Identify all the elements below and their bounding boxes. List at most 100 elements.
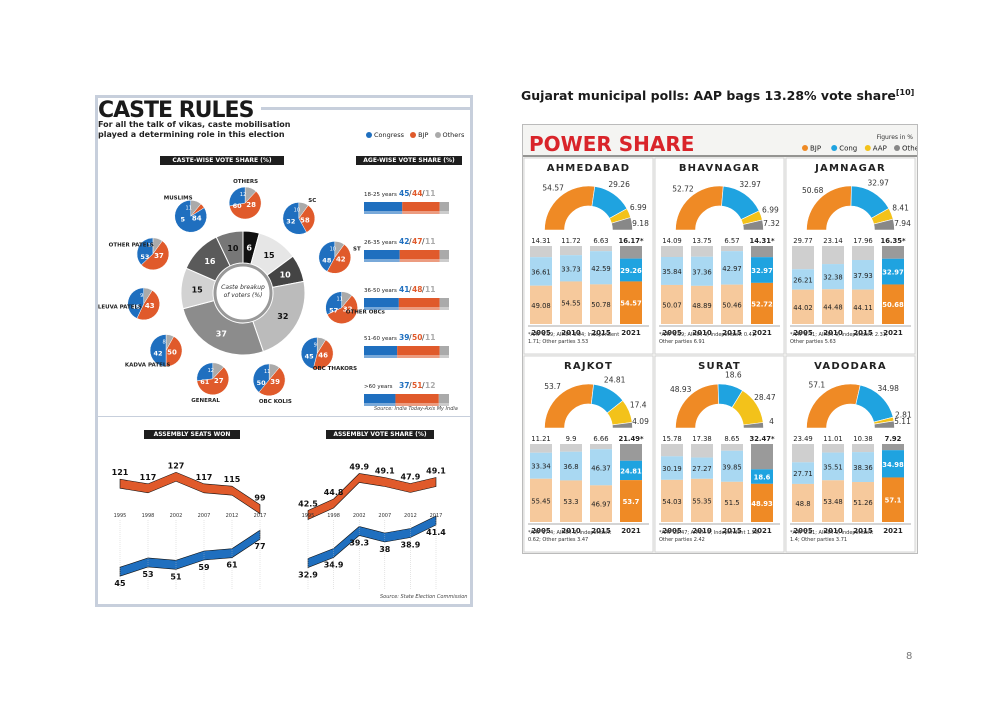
bar-value: 32.97 [751,267,773,275]
caste-congress-value: 39 [270,378,280,386]
bar-segment [751,246,773,258]
legend-bjp: BJP [410,131,428,139]
age-sep: / [422,333,425,342]
age-sep: / [409,381,412,390]
bar-segment [530,285,552,324]
age-bar-segment [439,202,449,211]
age-others-value: 11 [425,237,435,246]
bar-segment [822,264,844,290]
bar-value: 23.14 [823,237,842,245]
bar-segment [620,480,642,522]
legend-congress: Congress [366,131,404,139]
seats-chart-congress-value: 51 [170,572,182,581]
bar-segment [590,449,612,486]
bar-segment [691,478,713,522]
bar-value: 44.02 [793,304,812,312]
caste-name: ST [353,247,361,253]
caste-pie-slice [298,205,316,233]
caste-name: OTHERS [233,179,258,185]
vote-chart-bjp-band [307,473,437,520]
page-number: 8 [906,651,913,662]
bar-value: 36.8 [563,463,578,471]
age-label: 36-50 years [364,288,397,294]
bar-segment [691,256,713,286]
arc-segment [611,422,633,429]
caste-pie-3: 42 48 10 ST [318,241,361,274]
bar-value: 30.19 [662,465,681,473]
city-note: Other parties 5.63 [790,339,836,345]
caste-bjp-value: 61 [200,378,210,386]
vote-chart-congress-value: 38 [379,545,391,554]
bar-value: 48.93 [751,500,773,508]
bar-value: 48.89 [692,302,711,310]
bar-segment [751,257,773,283]
seats-chart-bjp-band [119,471,261,515]
bar-year: 2015 [591,329,611,337]
seats-won-header: ASSEMBLY SEATS WON [144,430,240,439]
caste-others-value: 8 [162,339,165,345]
bar-value: 11.01 [823,435,842,443]
arc-value: 6.99 [630,203,647,212]
age-bar-segment [438,394,449,403]
age-bjp-value: 44 [412,189,422,198]
year-label: 2012 [404,513,417,519]
bar-value: 34.98 [882,461,904,469]
age-bar-segment [364,346,398,355]
caste-pie-slice [228,186,246,207]
bar-segment [661,246,683,257]
city-note: Other parties 6.91 [659,339,705,345]
bar-segment [691,457,713,479]
bar-segment [792,246,814,270]
bar-segment [590,246,612,252]
bar-year: 2015 [722,329,742,337]
age-bar-segment [364,202,403,211]
age-bar-shadow [439,211,449,214]
bar-segment [661,444,683,457]
bar-value: 51.5 [724,499,739,507]
age-others-value: 11 [425,189,435,198]
caste-pie-8: 50 42 8 KADVA PATELS [125,334,183,369]
power-share-legend: BJP Cong AAP Others [523,145,917,157]
heading-reference[interactable]: [10] [895,88,915,97]
age-bar-shadow [398,307,440,310]
caste-congress-value: 37 [154,252,164,260]
caste-bjp-value: 53 [140,253,149,261]
bar-segment [822,444,844,453]
legend-label: Cong [839,145,857,153]
bar-value: 50.68 [882,301,904,309]
arc-value: 8.41 [892,204,909,213]
bar-year: 2005 [793,329,813,337]
bar-year: 2010 [561,329,581,337]
bar-segment [560,444,582,452]
caste-breakup-donut: 6 15 10 32 37 15 16 10 [180,230,306,356]
caste-pie-slice [258,367,286,397]
year-label: 2007 [198,513,211,519]
bar-year: 2021 [752,329,772,337]
age-bar-shadow [364,211,403,214]
bar-segment [882,258,904,285]
bar-segment [530,257,552,286]
age-bar-segment [395,394,439,403]
caste-pie-slice [312,339,334,370]
seats-chart-congress-value: 61 [226,561,238,570]
arc-value: 4 [769,417,774,426]
age-bar-shadow [364,403,396,406]
age-bar-segment [402,202,440,211]
arc-value: 53.7 [544,382,561,391]
bar-year: 2005 [531,329,551,337]
caste-bjp-value: 48 [322,256,332,264]
bjp-dot-icon [410,132,417,138]
city-name: JAMNAGAR [814,163,886,174]
bar-value: 39.85 [722,463,741,471]
caste-pie-slice [196,366,230,396]
city-name: BHAVNAGAR [679,163,760,174]
age-sep: / [422,237,425,246]
caste-congress-value: 28 [246,201,256,209]
bar-value: 50.46 [722,301,741,309]
bar-segment [661,256,683,285]
bar-segment [691,246,713,257]
bar-value: 54.03 [662,498,681,506]
bar-value: 54.55 [561,300,580,308]
